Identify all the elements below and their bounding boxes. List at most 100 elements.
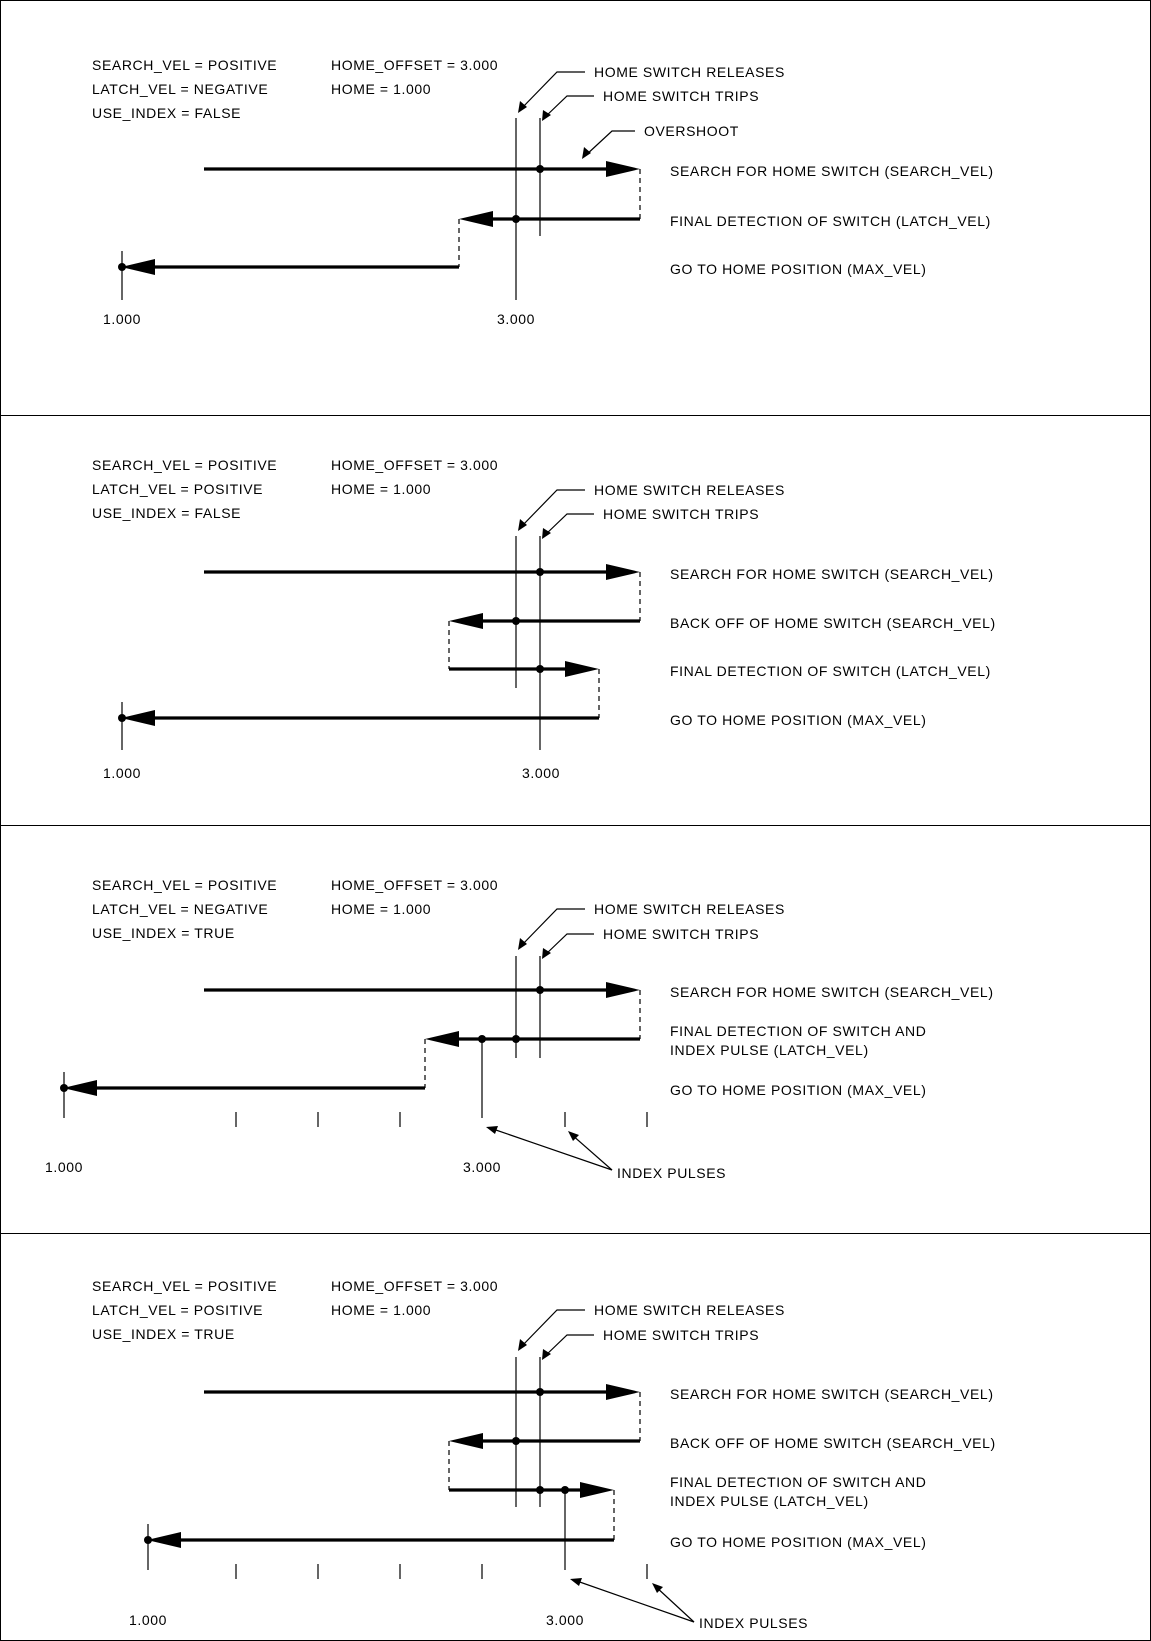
panel-4-step-latch-line-1: FINAL DETECTION OF SWITCH AND — [670, 1474, 926, 1490]
panel-4-backoff-arrowhead — [449, 1433, 483, 1449]
panel-4-param-home: HOME = 1.000 — [331, 1302, 431, 1318]
panel-1-param-home-offset: HOME_OFFSET = 3.000 — [331, 57, 498, 73]
panel-1-param-latch-vel: LATCH_VEL = NEGATIVE — [92, 81, 268, 97]
panel-4-trip-point — [536, 1388, 544, 1396]
panel-3-search-arrowhead — [606, 982, 640, 998]
panel-2-trips-leader-arrowhead — [542, 528, 551, 539]
panel-4-callout-index-pulses: INDEX PULSES — [699, 1615, 808, 1631]
panel-4-search-arrowhead — [606, 1384, 640, 1400]
panel-2-param-home-offset: HOME_OFFSET = 3.000 — [331, 457, 498, 473]
panel-2-backoff-arrowhead — [449, 613, 483, 629]
panel-1-trip-point — [536, 165, 544, 173]
panel-1-trips-leader — [543, 95, 594, 119]
panel-2-release-point — [512, 617, 520, 625]
panel-2-home-arrowhead — [121, 710, 155, 726]
panel-3-callout-releases: HOME SWITCH RELEASES — [594, 901, 785, 917]
panel-4-home-arrowhead — [147, 1532, 181, 1548]
panel-3: SEARCH_VEL = POSITIVE LATCH_VEL = NEGATI… — [0, 825, 1151, 1234]
panel-3-param-search-vel: SEARCH_VEL = POSITIVE — [92, 877, 277, 893]
panel-4-trips-leader — [543, 1334, 594, 1358]
panel-4-releases-leader-arrowhead — [518, 1339, 527, 1351]
panel-4-trips-leader-arrowhead — [542, 1349, 551, 1360]
panel-1-step-home: GO TO HOME POSITION (MAX_VEL) — [670, 261, 926, 277]
panel-2-step-search: SEARCH FOR HOME SWITCH (SEARCH_VEL) — [670, 566, 994, 582]
panel-2-releases-leader-arrowhead — [518, 519, 527, 531]
panel-1-param-home: HOME = 1.000 — [331, 81, 431, 97]
panel-4-index-leader-a-arrowhead — [570, 1578, 582, 1586]
panel-1: SEARCH_VEL = POSITIVE LATCH_VEL = NEGATI… — [0, 0, 1151, 416]
panel-3-step-latch-line-1: FINAL DETECTION OF SWITCH AND — [670, 1023, 926, 1039]
panel-1-latch-arrowhead — [459, 211, 493, 227]
panel-4-latch-trip-point — [536, 1486, 544, 1494]
panel-2-param-use-index: USE_INDEX = FALSE — [92, 505, 241, 521]
panel-3-step-search: SEARCH FOR HOME SWITCH (SEARCH_VEL) — [670, 984, 994, 1000]
panel-4-param-latch-vel: LATCH_VEL = POSITIVE — [92, 1302, 263, 1318]
panel-1-overshoot-leader — [584, 130, 635, 157]
panel-1-home-position-label: 1.000 — [103, 311, 141, 327]
panel-3-step-home: GO TO HOME POSITION (MAX_VEL) — [670, 1082, 926, 1098]
panel-3-releases-leader — [519, 908, 585, 948]
panel-3-callout-index-pulses: INDEX PULSES — [617, 1165, 726, 1181]
panel-1-releases-leader-arrowhead — [518, 101, 527, 113]
panel-3-step-latch-line-2: INDEX PULSE (LATCH_VEL) — [670, 1042, 869, 1058]
panel-3-home-arrowhead — [63, 1080, 97, 1096]
panel-1-param-use-index: USE_INDEX = FALSE — [92, 105, 241, 121]
panel-3-trips-leader-arrowhead — [542, 948, 551, 959]
panel-1-callout-trips: HOME SWITCH TRIPS — [603, 88, 759, 104]
panel-1-home-arrowhead — [121, 259, 155, 275]
panel-4-callout-releases: HOME SWITCH RELEASES — [594, 1302, 785, 1318]
panel-2-latch-trip-point — [536, 665, 544, 673]
panel-2-step-backoff: BACK OFF OF HOME SWITCH (SEARCH_VEL) — [670, 615, 996, 631]
panel-4-param-search-vel: SEARCH_VEL = POSITIVE — [92, 1278, 277, 1294]
panel-2-offset-position-label: 3.000 — [522, 765, 560, 781]
panel-3-param-latch-vel: LATCH_VEL = NEGATIVE — [92, 901, 268, 917]
panel-3-index-leader-a — [489, 1127, 613, 1171]
panel-2-trips-leader — [543, 513, 594, 537]
panel-4-step-latch-line-2: INDEX PULSE (LATCH_VEL) — [670, 1493, 869, 1509]
panel-1-search-arrowhead — [606, 161, 640, 177]
panel-4-index-leader-a — [573, 1579, 695, 1623]
panel-4-param-use-index: USE_INDEX = TRUE — [92, 1326, 235, 1342]
panel-3-trip-point — [536, 986, 544, 994]
panel-3-param-use-index: USE_INDEX = TRUE — [92, 925, 235, 941]
panel-2-step-home: GO TO HOME POSITION (MAX_VEL) — [670, 712, 926, 728]
panel-4-release-point — [512, 1437, 520, 1445]
panel-3-releases-leader-arrowhead — [518, 938, 527, 950]
panel-1-step-search: SEARCH FOR HOME SWITCH (SEARCH_VEL) — [670, 163, 994, 179]
panel-2-step-latch: FINAL DETECTION OF SWITCH (LATCH_VEL) — [670, 663, 991, 679]
panel-1-param-search-vel: SEARCH_VEL = POSITIVE — [92, 57, 277, 73]
panel-4-home-position-label: 1.000 — [129, 1612, 167, 1628]
panel-3-release-point — [512, 1035, 520, 1043]
panel-3-callout-trips: HOME SWITCH TRIPS — [603, 926, 759, 942]
panel-1-overshoot-leader-arrowhead — [582, 147, 591, 159]
panel-2-releases-leader — [519, 489, 585, 529]
panel-3-offset-position-label: 3.000 — [463, 1159, 501, 1175]
panel-3-param-home-offset: HOME_OFFSET = 3.000 — [331, 877, 498, 893]
panel-1-offset-position-label: 3.000 — [497, 311, 535, 327]
panel-4-callout-trips: HOME SWITCH TRIPS — [603, 1327, 759, 1343]
panel-3-index-leader-b-arrowhead — [568, 1131, 579, 1141]
panel-4-step-home: GO TO HOME POSITION (MAX_VEL) — [670, 1534, 926, 1550]
panel-1-callout-overshoot: OVERSHOOT — [644, 123, 739, 139]
panel-2-param-home: HOME = 1.000 — [331, 481, 431, 497]
panel-3-param-home: HOME = 1.000 — [331, 901, 431, 917]
panel-3-trips-leader — [543, 933, 594, 957]
panel-3-home-position-label: 1.000 — [45, 1159, 83, 1175]
panel-3-index-pulse-ticks — [235, 1112, 648, 1127]
panel-4-param-home-offset: HOME_OFFSET = 3.000 — [331, 1278, 498, 1294]
panel-1-step-latch: FINAL DETECTION OF SWITCH (LATCH_VEL) — [670, 213, 991, 229]
panel-2-param-search-vel: SEARCH_VEL = POSITIVE — [92, 457, 277, 473]
panel-4-index-leader-b-arrowhead — [652, 1583, 663, 1593]
panel-2-latch-arrowhead — [565, 661, 599, 677]
panel-4-latch-arrowhead — [580, 1482, 614, 1498]
panel-4-step-search: SEARCH FOR HOME SWITCH (SEARCH_VEL) — [670, 1386, 994, 1402]
panel-1-releases-leader — [519, 71, 585, 111]
panel-4-index-leader-b — [654, 1585, 695, 1623]
panel-3-latch-arrowhead — [425, 1031, 459, 1047]
panel-2-callout-trips: HOME SWITCH TRIPS — [603, 506, 759, 522]
panel-2-home-position-label: 1.000 — [103, 765, 141, 781]
panel-3-index-leader-b — [570, 1133, 613, 1171]
panel-1-release-point — [512, 215, 520, 223]
panel-2-trip-point — [536, 568, 544, 576]
